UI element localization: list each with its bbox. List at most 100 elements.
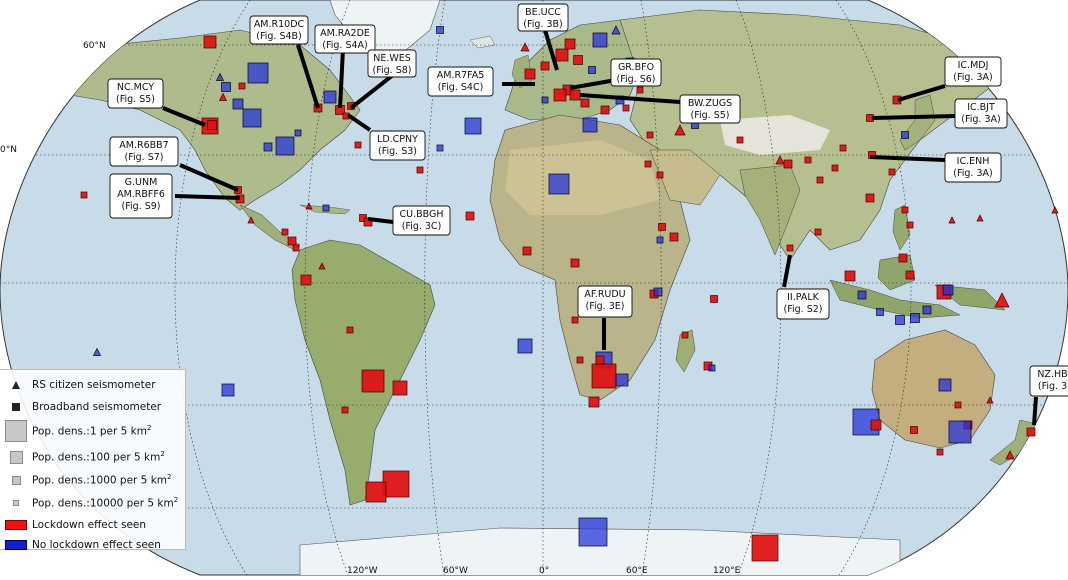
lockdown-broadband-station[interactable] [576,356,584,364]
no-lockdown-broadband-station[interactable] [541,96,549,104]
no-lockdown-broadband-station[interactable] [922,305,932,315]
lockdown-broadband-station[interactable] [354,141,362,149]
lockdown-broadband-station[interactable] [1026,427,1036,437]
lockdown-broadband-station[interactable] [888,168,896,176]
lockdown-broadband-station[interactable] [573,55,583,65]
lockdown-broadband-station[interactable] [622,104,630,112]
lockdown-broadband-station[interactable] [555,48,569,62]
lockdown-broadband-station[interactable] [905,270,915,280]
lockdown-broadband-station[interactable] [816,176,824,184]
lockdown-citizen-station[interactable] [948,216,956,224]
lockdown-broadband-station[interactable] [786,244,794,252]
lockdown-broadband-station[interactable] [287,236,297,246]
lockdown-citizen-station[interactable] [1051,206,1059,214]
no-lockdown-citizen-station[interactable] [611,25,621,35]
no-lockdown-broadband-station[interactable] [548,173,570,195]
lockdown-citizen-station[interactable] [318,262,326,270]
lockdown-broadband-station[interactable] [954,401,962,409]
lockdown-broadband-station[interactable] [865,193,875,203]
no-lockdown-broadband-station[interactable] [436,26,444,34]
lockdown-broadband-station[interactable] [382,470,410,498]
lockdown-broadband-station[interactable] [363,217,373,227]
lockdown-broadband-station[interactable] [300,274,312,286]
no-lockdown-broadband-station[interactable] [901,131,909,139]
no-lockdown-broadband-station[interactable] [578,517,608,547]
lockdown-broadband-station[interactable] [207,120,217,130]
lockdown-broadband-station[interactable] [839,144,847,152]
no-lockdown-broadband-station[interactable] [464,117,482,135]
no-lockdown-broadband-station[interactable] [938,378,952,392]
no-lockdown-broadband-station[interactable] [221,82,231,92]
lockdown-broadband-station[interactable] [831,164,839,172]
lockdown-broadband-station[interactable] [870,419,882,431]
no-lockdown-broadband-station[interactable] [653,287,663,297]
lockdown-citizen-station[interactable] [976,214,984,222]
no-lockdown-broadband-station[interactable] [275,136,295,156]
lockdown-broadband-station[interactable] [580,98,590,108]
no-lockdown-broadband-station[interactable] [322,204,330,212]
lockdown-broadband-station[interactable] [636,86,644,94]
lockdown-broadband-station[interactable] [416,166,424,174]
lockdown-broadband-station[interactable] [898,253,908,263]
lockdown-broadband-station[interactable] [361,369,385,393]
lockdown-broadband-station[interactable] [669,232,679,242]
lockdown-citizen-station[interactable] [247,216,255,224]
lockdown-broadband-station[interactable] [910,426,918,434]
lockdown-broadband-station[interactable] [901,206,909,214]
lockdown-broadband-station[interactable] [936,448,944,456]
no-lockdown-broadband-station[interactable] [323,90,337,104]
lockdown-broadband-station[interactable] [681,331,689,339]
no-lockdown-broadband-station[interactable] [910,313,920,323]
no-lockdown-broadband-station[interactable] [656,236,664,244]
no-lockdown-broadband-station[interactable] [592,32,608,48]
lockdown-broadband-station[interactable] [591,363,617,389]
lockdown-broadband-station[interactable] [783,159,793,169]
lockdown-broadband-station[interactable] [465,211,475,221]
lockdown-broadband-station[interactable] [80,191,88,199]
lockdown-broadband-station[interactable] [804,156,812,164]
lockdown-broadband-station[interactable] [656,171,664,179]
lockdown-broadband-station[interactable] [736,136,744,144]
lockdown-citizen-station[interactable] [305,202,313,210]
no-lockdown-broadband-station[interactable] [582,117,598,133]
no-lockdown-broadband-station[interactable] [708,364,716,372]
lockdown-broadband-station[interactable] [540,61,550,71]
no-lockdown-broadband-station[interactable] [221,383,235,397]
no-lockdown-citizen-station[interactable] [215,72,225,81]
lockdown-broadband-station[interactable] [522,246,532,256]
lockdown-broadband-station[interactable] [751,534,779,562]
lockdown-citizen-station[interactable] [775,155,785,165]
lockdown-broadband-station[interactable] [292,244,300,252]
lockdown-broadband-station[interactable] [595,355,605,365]
lockdown-broadband-station[interactable] [569,89,581,101]
lockdown-citizen-station[interactable] [218,92,228,101]
no-lockdown-broadband-station[interactable] [436,144,444,152]
lockdown-broadband-station[interactable] [570,258,580,268]
lockdown-broadband-station[interactable] [906,221,914,229]
lockdown-broadband-station[interactable] [644,160,652,168]
lockdown-citizen-station[interactable] [674,124,686,136]
no-lockdown-broadband-station[interactable] [517,338,533,354]
lockdown-broadband-station[interactable] [658,223,666,231]
lockdown-broadband-station[interactable] [341,406,349,414]
no-lockdown-broadband-station[interactable] [615,373,629,387]
lockdown-broadband-station[interactable] [844,270,856,282]
lockdown-broadband-station[interactable] [203,35,217,49]
no-lockdown-broadband-station[interactable] [948,420,972,444]
no-lockdown-broadband-station[interactable] [895,315,905,325]
lockdown-citizen-station[interactable] [520,42,530,52]
lockdown-broadband-station[interactable] [365,481,387,503]
lockdown-citizen-station[interactable] [994,292,1010,308]
no-lockdown-broadband-station[interactable] [876,308,884,316]
lockdown-broadband-station[interactable] [238,82,246,90]
no-lockdown-broadband-station[interactable] [247,62,269,84]
lockdown-broadband-station[interactable] [524,68,536,80]
lockdown-broadband-station[interactable] [553,88,567,102]
lockdown-broadband-station[interactable] [588,396,600,408]
lockdown-broadband-station[interactable] [814,228,822,236]
no-lockdown-broadband-station[interactable] [294,129,302,137]
lockdown-broadband-station[interactable] [564,38,576,50]
lockdown-citizen-station[interactable] [1005,450,1015,460]
lockdown-broadband-station[interactable] [600,105,610,115]
no-lockdown-broadband-station[interactable] [942,284,954,296]
